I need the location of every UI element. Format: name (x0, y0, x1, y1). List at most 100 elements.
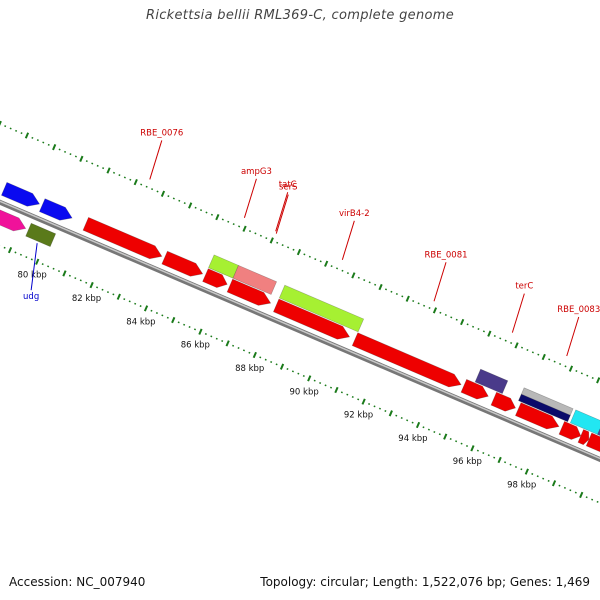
scale-tick-label: 80 kbp (18, 271, 47, 281)
topology-value: circular (320, 575, 365, 589)
outer-scale-tick (303, 253, 306, 256)
inner-scale-tick (35, 258, 40, 265)
gene-arrow[interactable] (597, 428, 600, 442)
outer-scale-tick (106, 167, 111, 174)
gene-label[interactable]: RBE_0081 (425, 250, 468, 260)
gene-arrow[interactable] (460, 379, 489, 400)
length-value: 1,522,076 bp (421, 575, 502, 589)
inner-scale-tick (433, 430, 436, 433)
outer-scale-tick (269, 237, 274, 244)
gene-arrow[interactable] (161, 250, 204, 277)
accession-value: NC_007940 (76, 575, 146, 589)
outer-scale-tick (42, 141, 45, 144)
outer-scale-tick (91, 162, 94, 165)
gene-label[interactable]: tatC (279, 180, 297, 190)
inner-scale-tick (542, 477, 545, 480)
inner-scale-tick (161, 314, 164, 317)
inner-scale-tick (319, 382, 322, 385)
outer-scale-tick (79, 155, 84, 162)
outer-scale-tick (69, 153, 72, 156)
gene-arrow[interactable] (0, 208, 27, 232)
gene-arrow[interactable] (490, 391, 516, 412)
gene-label[interactable]: RBE_0083 (557, 305, 600, 315)
outer-scale-tick (47, 143, 50, 146)
outer-scale-tick (432, 307, 438, 314)
inner-scale-tick (85, 281, 88, 284)
inner-scale-tick (150, 309, 153, 312)
outer-scale-tick (351, 272, 356, 279)
outer-scale-tick (58, 148, 61, 151)
inner-scale-tick (225, 340, 230, 347)
outer-scale-tick (24, 132, 30, 139)
inner-scale-tick (62, 270, 67, 277)
gene-label[interactable]: ampG3 (241, 167, 272, 177)
inner-scale-tick (476, 449, 479, 452)
gene-arrow[interactable] (273, 298, 351, 340)
inner-scale-tick (307, 375, 312, 382)
outer-scale-tick (200, 209, 203, 212)
outer-scale-tick (450, 316, 453, 319)
inner-scale-tick (596, 500, 599, 503)
inner-scale-tick (155, 312, 158, 315)
inner-scale-tick (427, 428, 430, 431)
outer-scale-tick (9, 127, 12, 130)
gene-label[interactable]: udg (23, 292, 39, 302)
scale-tick-label: 98 kbp (507, 481, 536, 491)
inner-scale-tick (455, 440, 458, 443)
gene-arrow-serS[interactable] (226, 278, 272, 306)
outer-scale-tick (151, 188, 154, 191)
gene-arrow-terC[interactable] (474, 368, 509, 394)
inner-scale-tick (324, 384, 327, 387)
gene-arrow-tatC[interactable] (232, 265, 277, 295)
outer-scale-tick (156, 190, 159, 193)
inner-scale-tick (232, 344, 235, 347)
outer-scale-tick (287, 246, 290, 249)
inner-scale-tick (116, 293, 121, 300)
inner-scale-tick (357, 398, 360, 401)
gene-arrow[interactable] (1, 182, 40, 207)
gene-arrow-RBE_0081[interactable] (351, 332, 462, 388)
gene-arrow[interactable] (585, 432, 600, 455)
gene-arrow-RBE_0084[interactable] (569, 409, 600, 438)
gene-leader-line (275, 194, 289, 234)
outer-scale-tick (568, 365, 574, 372)
gene-arrow[interactable] (518, 393, 571, 422)
inner-scale-tick (139, 305, 142, 308)
gene-arrow[interactable] (202, 268, 228, 288)
gene-label[interactable]: virB4-2 (339, 209, 370, 219)
gene-arrow[interactable] (558, 421, 582, 440)
inner-scale-tick (248, 351, 251, 354)
outer-scale-tick (591, 376, 594, 379)
gene-arrow-RBE_0076[interactable] (82, 217, 163, 260)
gene-arrow-virB4-2[interactable] (278, 284, 365, 333)
gene-arrow-udg[interactable] (25, 222, 57, 247)
inner-scale-tick (204, 333, 207, 336)
gene-leader-line (243, 178, 257, 218)
inner-scale-tick (221, 340, 224, 343)
outer-scale-tick (346, 272, 349, 275)
gene-arrow[interactable] (515, 402, 560, 430)
scale-tick-label: 96 kbp (453, 457, 482, 467)
scale-tick-label: 94 kbp (398, 434, 427, 444)
gene-label[interactable]: terC (515, 282, 533, 292)
gene-label[interactable]: RBE_0076 (140, 128, 183, 138)
outer-scale-tick (0, 120, 2, 126)
gene-label[interactable]: serS (279, 183, 298, 193)
outer-scale-tick (444, 314, 447, 317)
scale-tick-label: 82 kbp (72, 294, 101, 304)
inner-scale-tick (41, 263, 44, 266)
inner-scale-tick (395, 414, 398, 417)
outer-scale-tick (20, 132, 23, 135)
inner-scale-tick (188, 326, 191, 329)
gene-arrow[interactable] (577, 429, 590, 446)
outer-scale-tick (526, 349, 529, 352)
outer-scale-tick (374, 283, 377, 286)
outer-scale-tick (564, 365, 567, 368)
outer-scale-tick (64, 150, 67, 153)
outer-scale-tick (596, 377, 600, 384)
inner-scale-tick (388, 410, 393, 417)
gene-arrow[interactable] (39, 198, 73, 221)
inner-scale-tick (514, 465, 517, 468)
outer-scale-tick (296, 248, 302, 256)
inner-scale-tick (378, 407, 381, 410)
